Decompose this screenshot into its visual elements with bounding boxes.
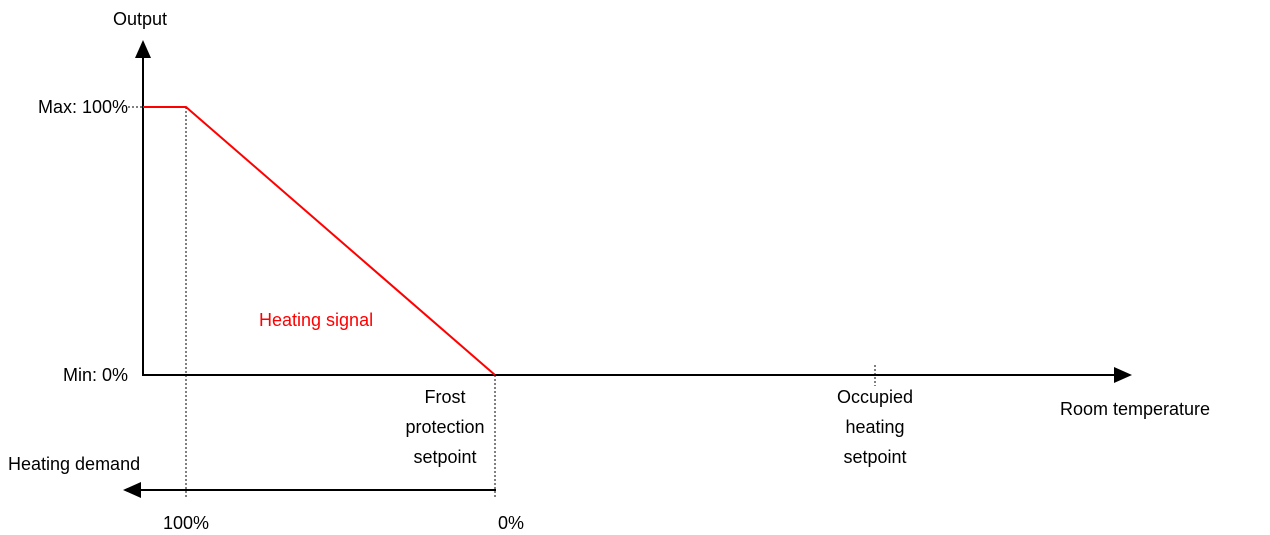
frost-label: protection xyxy=(405,417,484,437)
min-label: Min: 0% xyxy=(63,365,128,385)
demand-zero-label: 0% xyxy=(498,513,524,533)
demand-axis-label: Heating demand xyxy=(8,454,140,474)
x-axis-label: Room temperature xyxy=(1060,399,1210,419)
y-axis-arrow xyxy=(135,40,151,58)
max-label: Max: 100% xyxy=(38,97,128,117)
signal-label: Heating signal xyxy=(259,310,373,330)
y-axis-label: Output xyxy=(113,9,167,29)
x-axis-arrow xyxy=(1114,367,1132,383)
frost-label: setpoint xyxy=(413,447,476,467)
occupied-label: setpoint xyxy=(843,447,906,467)
heating-signal-line xyxy=(143,106,496,376)
demand-full-label: 100% xyxy=(163,513,209,533)
occupied-label: heating xyxy=(845,417,904,437)
occupied-label: Occupied xyxy=(837,387,913,407)
frost-label: Frost xyxy=(424,387,465,407)
demand-axis-arrow xyxy=(123,482,141,498)
